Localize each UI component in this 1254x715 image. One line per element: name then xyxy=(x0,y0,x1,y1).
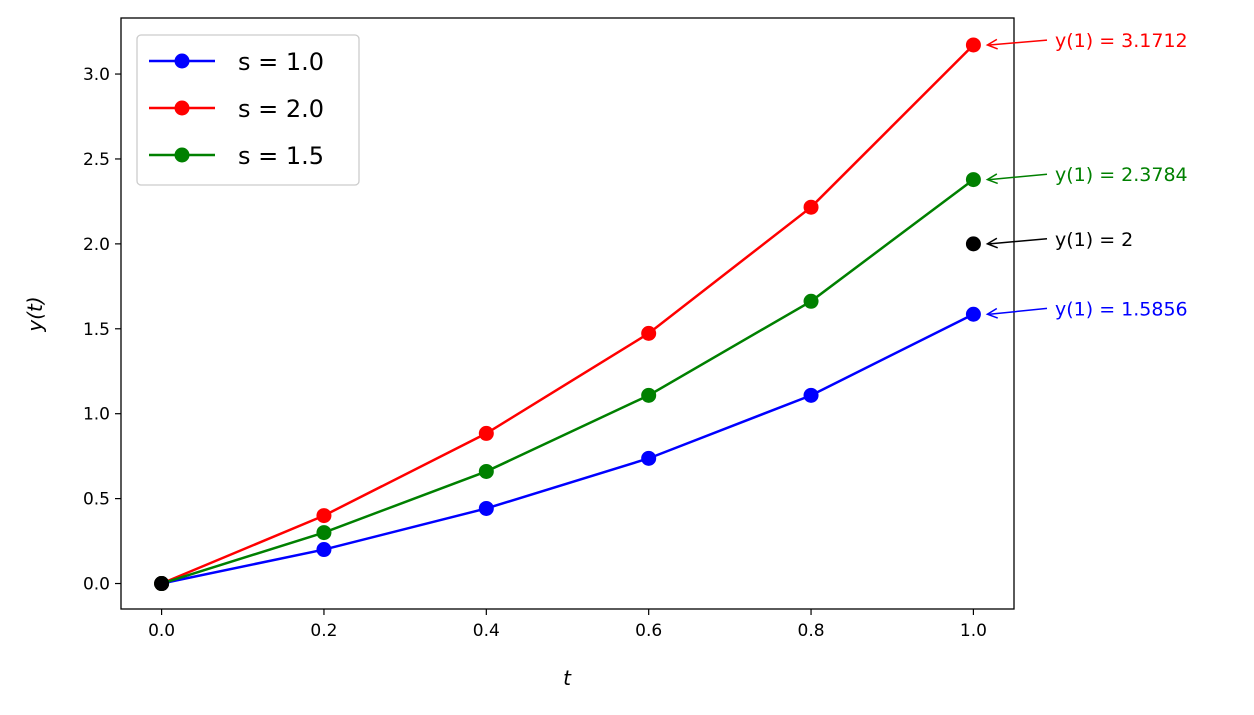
annotation-label: y(1) = 3.1712 xyxy=(1055,30,1188,52)
annotation-arrow xyxy=(989,39,1048,46)
annotation-label: y(1) = 1.5856 xyxy=(1055,298,1188,320)
data-point xyxy=(965,172,981,188)
legend: s = 1.0 s = 2.0 s = 1.5 xyxy=(136,34,360,186)
series-line xyxy=(161,44,975,585)
x-tick-label: 1.0 xyxy=(960,621,987,641)
annotation-label: y(1) = 2.3784 xyxy=(1055,164,1188,186)
legend-label: s = 1.5 xyxy=(238,142,324,170)
plot-marks xyxy=(154,37,981,592)
annotation-label: y(1) = 2 xyxy=(1055,229,1133,251)
data-point xyxy=(641,387,657,403)
data-point xyxy=(803,293,819,309)
y-tick-label: 1.5 xyxy=(83,320,110,340)
x-tick-label: 0.6 xyxy=(635,621,662,641)
y-tick-label: 2.5 xyxy=(83,150,110,170)
annotation-arrow xyxy=(989,238,1048,245)
x-axis-label: t xyxy=(563,666,572,690)
black-point xyxy=(154,576,170,592)
data-point xyxy=(316,542,332,558)
x-tick-label: 0.2 xyxy=(310,621,337,641)
y-tick-label: 1.0 xyxy=(83,405,110,425)
y-tick-label: 0.5 xyxy=(83,490,110,510)
y-axis-label: y(t) xyxy=(23,296,47,332)
legend-label: s = 1.0 xyxy=(238,48,324,76)
data-point xyxy=(641,325,657,341)
annotation-arrowhead xyxy=(985,38,998,50)
black-point xyxy=(965,236,981,252)
axis-ticks: 0.0 0.2 0.4 0.6 0.8 1.0 0.0 0.5 1.0 1.5 2.0 2.5 3.0 xyxy=(83,65,987,641)
annotation-arrow xyxy=(989,173,1048,181)
data-point xyxy=(803,199,819,215)
legend-marker xyxy=(174,147,190,163)
data-point xyxy=(316,508,332,524)
data-point xyxy=(641,450,657,466)
data-point xyxy=(478,425,494,441)
legend-marker xyxy=(174,53,190,69)
data-point xyxy=(478,463,494,479)
data-point xyxy=(965,37,981,53)
data-point xyxy=(965,306,981,322)
y-tick-label: 0.0 xyxy=(83,575,110,595)
legend-box xyxy=(136,34,360,186)
y-tick-label: 2.0 xyxy=(83,235,110,255)
annotation-arrowhead xyxy=(985,173,998,185)
y-tick-label: 3.0 xyxy=(83,65,110,85)
data-point xyxy=(316,525,332,541)
plot-frame xyxy=(120,17,1015,610)
series-line xyxy=(161,178,975,585)
annotation-arrowhead xyxy=(985,237,998,249)
x-tick-label: 0.8 xyxy=(798,621,825,641)
annotations: y(1) = 3.1712 y(1) = 2.3784 y(1) = 2 y(1) =… xyxy=(985,30,1188,320)
data-point xyxy=(478,500,494,516)
x-tick-label: 0.4 xyxy=(473,621,500,641)
annotation-arrowhead xyxy=(985,307,998,319)
x-tick-label: 0.0 xyxy=(148,621,175,641)
data-point xyxy=(803,387,819,403)
legend-marker xyxy=(174,100,190,116)
series-line xyxy=(161,313,974,585)
legend-label: s = 2.0 xyxy=(238,95,324,123)
annotation-arrow xyxy=(989,307,1048,315)
